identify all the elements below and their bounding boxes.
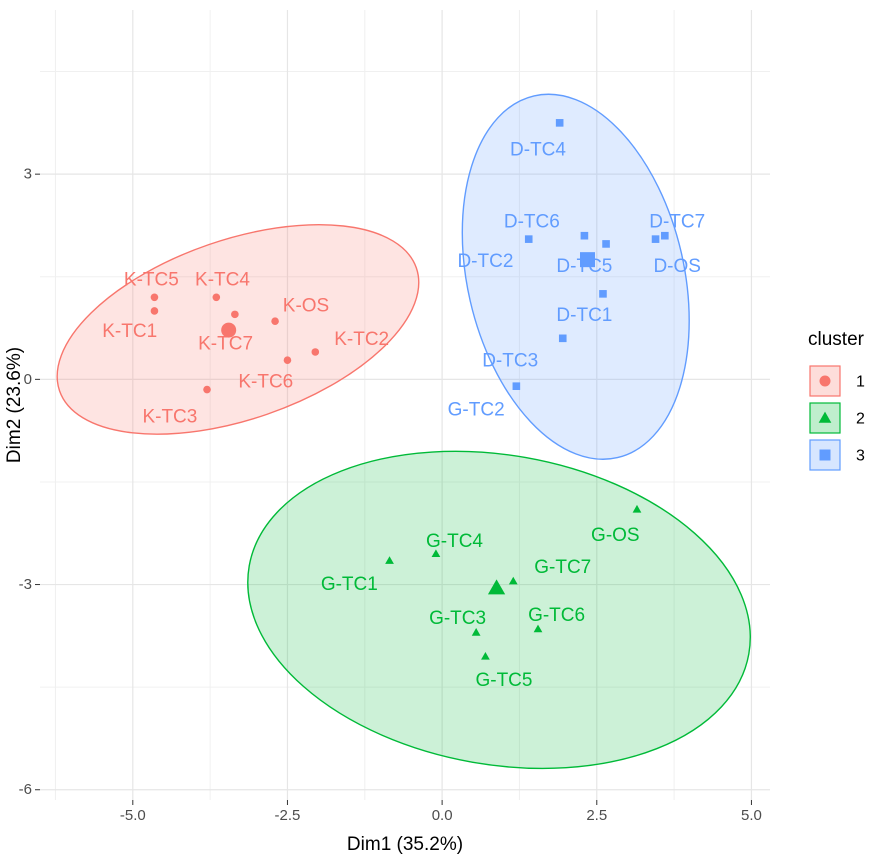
point-label: G-TC1: [321, 574, 378, 595]
point-d-tc1: [599, 290, 607, 298]
y-axis-title: Dim2 (23.6%): [4, 347, 25, 463]
point-label: G-TC7: [534, 557, 591, 578]
point-label: G-TC6: [528, 605, 585, 626]
point-k-tc2: [311, 348, 320, 356]
point-g-tc7: [508, 576, 518, 585]
point-d-tc4: [555, 119, 564, 127]
cluster-3-centroid: [580, 252, 595, 268]
legend-square-icon: [819, 449, 831, 461]
point-k-os: [271, 317, 279, 326]
legend-label: 2: [856, 411, 865, 428]
cluster-1-centroid: [221, 322, 237, 338]
point-g-tc1: [385, 556, 394, 564]
x-tick-label: 5.0: [741, 807, 762, 824]
cluster-1-ellipse: [56, 223, 420, 435]
point-g-os: [632, 504, 642, 513]
data-points: [150, 119, 669, 660]
legend-triangle-icon: [818, 411, 832, 423]
point-g-tc5: [481, 651, 490, 660]
point-d-tc6: [580, 231, 589, 240]
point-label: G-TC4: [426, 531, 483, 552]
point-label: D-OS: [653, 256, 701, 277]
point-k-tc7: [231, 310, 239, 319]
y-tick-label: -3: [19, 576, 32, 593]
x-tick-label: -2.5: [275, 807, 301, 824]
x-tick-label: 2.5: [586, 807, 607, 824]
grid-major: [40, 10, 770, 800]
cluster-3-ellipse: [461, 93, 690, 460]
point-label: G-TC3: [429, 608, 486, 629]
point-label: K-TC2: [334, 329, 389, 350]
y-tick-label: 3: [24, 166, 32, 183]
point-label: D-TC2: [457, 251, 513, 272]
point-d-tc3: [558, 334, 567, 343]
point-label: D-TC1: [556, 305, 612, 326]
point-label: K-TC3: [142, 406, 197, 427]
cluster-ellipses: [56, 93, 751, 770]
y-tick-label: -6: [19, 781, 32, 798]
point-k-tc5: [150, 293, 159, 302]
point-label: D-TC5: [556, 256, 612, 277]
point-label: K-TC4: [195, 270, 250, 291]
cluster-2-centroid: [487, 579, 506, 595]
point-d-tc5: [602, 240, 610, 248]
y-tick-label: 0: [24, 371, 32, 388]
point-d-tc2: [524, 235, 533, 243]
point-label: D-TC4: [510, 140, 566, 161]
point-label: K-TC1: [102, 321, 157, 342]
point-k-tc4: [212, 293, 221, 302]
cluster-2-ellipse: [247, 450, 751, 770]
legend-circle-icon: [819, 375, 831, 387]
point-label: D-TC7: [649, 212, 705, 233]
point-k-tc6: [283, 356, 292, 364]
x-tick-label: 0.0: [432, 807, 453, 824]
point-label: D-TC6: [504, 212, 560, 233]
point-g-tc3: [471, 628, 481, 636]
point-label: K-TC5: [124, 270, 179, 291]
point-k-tc1: [150, 307, 159, 315]
x-axis-title: Dim1 (35.2%): [347, 834, 463, 855]
point-label: G-TC2: [448, 400, 505, 421]
plot-background: [40, 10, 770, 800]
point-label: K-OS: [283, 296, 329, 317]
cluster-centroids: [221, 252, 595, 595]
point-label: K-TC7: [198, 333, 253, 354]
legend-label: 3: [856, 448, 865, 465]
point-d-os: [651, 235, 660, 243]
axes: -5.0 -2.5 0.0 2.5 5.0 -6 -3 0 3: [19, 166, 762, 824]
point-k-tc3: [203, 385, 211, 394]
grid-minor: [40, 10, 770, 800]
point-g-tc2: [512, 382, 521, 390]
point-label: K-TC6: [238, 372, 293, 393]
point-g-tc6: [533, 624, 543, 633]
legend: cluster 1 2 3: [808, 329, 865, 471]
legend-title: cluster: [808, 329, 865, 350]
point-labels: K-TC5 K-TC4 K-TC1 K-OS K-TC7 K-TC2 K-TC6 K-TC3 G…: [102, 140, 705, 691]
point-label: G-OS: [591, 525, 640, 546]
legend-key-1: [809, 365, 841, 397]
point-g-tc4: [431, 549, 441, 558]
x-tick-label: -5.0: [120, 807, 146, 824]
point-d-tc7: [661, 231, 669, 240]
point-label: G-TC5: [475, 670, 532, 691]
legend-label: 1: [856, 374, 865, 391]
point-label: D-TC3: [482, 350, 538, 371]
